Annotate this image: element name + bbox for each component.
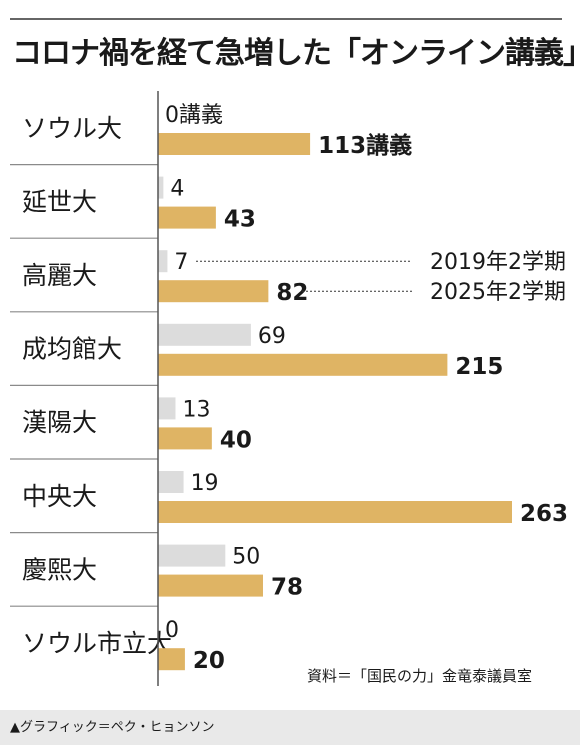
category-label: ソウル大 [22, 114, 122, 143]
bar-2025 [158, 206, 216, 229]
value-label-2019: 19 [191, 471, 219, 496]
category-label: 漢陽大 [22, 408, 97, 437]
bar-2019 [158, 471, 184, 493]
bar-2025 [158, 280, 269, 303]
value-label-2025: 43 [224, 207, 256, 233]
bar-2025 [158, 574, 263, 597]
value-label-2025: 263 [520, 501, 568, 527]
legend-label-2019: 2019年2学期 [430, 250, 566, 275]
legend-label-2025: 2025年2学期 [430, 280, 566, 305]
bar-2019 [158, 323, 251, 346]
chart-title: コロナ禍を経て急増した「オンライン講義」 [12, 36, 580, 71]
bar-2025 [158, 133, 311, 155]
value-label-2019: 7 [174, 250, 188, 275]
bar-2025 [158, 427, 212, 450]
value-label-2019: 69 [258, 324, 286, 349]
top-rule [10, 18, 562, 20]
bar-2019 [158, 250, 168, 273]
credit-footer: ▲グラフィック＝ペク・ヒョンソン [0, 710, 580, 745]
value-label-2025: 40 [220, 427, 252, 453]
value-label-2025: 215 [455, 354, 503, 380]
category-label: 慶熙大 [22, 555, 97, 584]
source-note: 資料＝「国民の力」金竜泰議員室 [307, 667, 532, 685]
bar-2025 [158, 648, 185, 671]
category-label: 延世大 [22, 187, 97, 216]
category-label: 成均館大 [22, 335, 122, 364]
category-label: ソウル市立大 [22, 629, 172, 658]
bar-2019 [158, 544, 226, 567]
bar-2019 [158, 397, 176, 420]
value-label-2025: 78 [271, 575, 303, 601]
value-label-2019: 4 [170, 177, 184, 202]
category-label: 高麗大 [22, 261, 97, 290]
bar-2025 [158, 501, 512, 523]
value-label-2025: 113講義 [318, 132, 412, 159]
value-label-2025: 20 [193, 648, 225, 674]
bar-2025 [158, 353, 448, 376]
bar-2019 [158, 176, 164, 199]
value-label-2019: 0 [165, 618, 179, 643]
value-label-2019: 50 [232, 545, 260, 570]
value-label-2025: 82 [276, 280, 308, 306]
value-label-2019: 0講義 [165, 103, 223, 128]
value-label-2019: 13 [182, 397, 210, 422]
category-label: 中央大 [22, 482, 97, 511]
